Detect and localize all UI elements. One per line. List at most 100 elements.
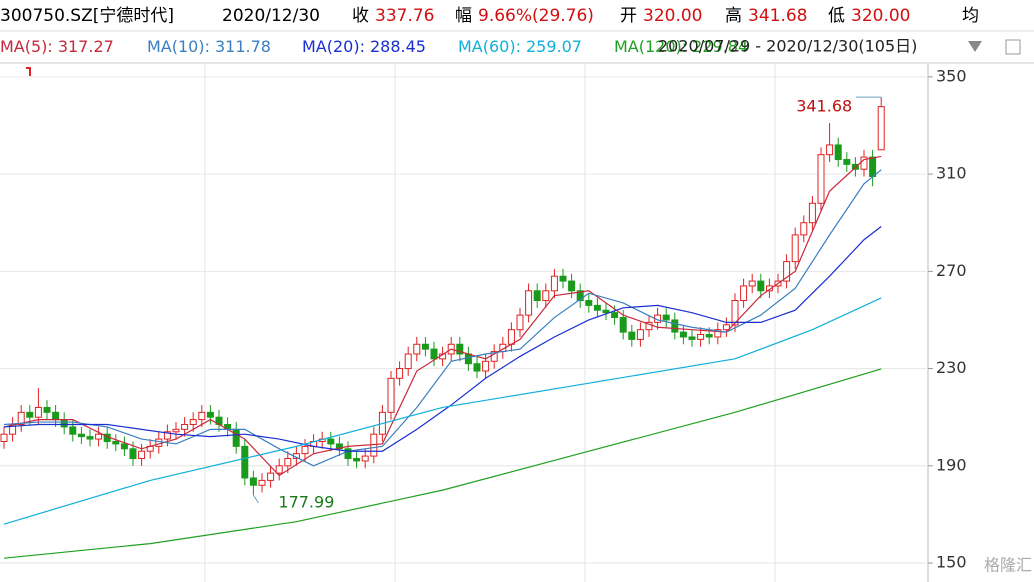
marker: [26, 67, 31, 76]
date-range[interactable]: 2020/07/29 - 2020/12/30(105日): [658, 37, 917, 56]
label: 开: [620, 6, 637, 26]
candle-body: [344, 448, 352, 460]
legend: MA(5): 317.27 MA(10): 311.78 MA(20): 288.45 MA…: [0, 37, 748, 56]
candle-body: [748, 280, 756, 287]
y-tick-label: 350: [936, 66, 967, 85]
legend-entry: MA(60): 259.07: [458, 37, 582, 56]
candle-body: [671, 319, 679, 333]
candle-body: [189, 419, 197, 425]
candle-body: [834, 144, 842, 161]
v-grid: [204, 64, 776, 582]
candle-body: [826, 144, 834, 156]
value: 9.66%(29.76): [478, 6, 594, 26]
candle-body: [17, 411, 25, 425]
value: 341.68: [748, 6, 807, 26]
candle-body: [860, 156, 868, 170]
ma-line: [3, 155, 882, 477]
label: 低: [828, 6, 845, 26]
value: 320.00: [643, 6, 702, 26]
legend-name: MA(120):: [614, 37, 687, 56]
candle-body: [757, 280, 765, 292]
y-tick-label: 230: [936, 358, 967, 377]
legend-value: 288.45: [370, 37, 426, 56]
candle-body: [688, 336, 696, 340]
candle-body: [516, 314, 524, 331]
candle-body: [714, 329, 722, 338]
candle-body: [619, 317, 627, 333]
ma-line: [3, 226, 882, 452]
dropdown-icon[interactable]: [968, 41, 982, 52]
watermark: 格隆汇: [984, 556, 1032, 575]
candle-body: [421, 343, 429, 350]
candle-body: [241, 445, 249, 479]
candle-body: [43, 406, 51, 413]
candle-body: [576, 290, 584, 302]
legend-name: MA(10):: [147, 37, 210, 56]
ma-line: [3, 368, 882, 559]
candle-body: [568, 280, 576, 292]
candle-body: [464, 353, 472, 365]
candle-body: [636, 329, 644, 340]
candle-body: [679, 331, 687, 338]
candle-body: [593, 304, 601, 311]
candle-body: [301, 445, 309, 455]
candle-body: [206, 411, 214, 418]
legend-value: 311.78: [215, 37, 271, 56]
candle-body: [95, 433, 103, 440]
candle-body: [525, 290, 533, 316]
legend-entry: MA(5): 317.27: [0, 37, 114, 56]
legend-name: MA(60):: [458, 37, 521, 56]
candle-body: [740, 285, 748, 302]
candle-body: [404, 353, 412, 370]
candle-body: [86, 436, 94, 440]
candle-body: [60, 419, 68, 428]
annotation-arrow: [252, 494, 259, 504]
candle-body: [697, 334, 705, 340]
settings-icon[interactable]: [1005, 39, 1021, 55]
date: 2020/12/30: [222, 6, 320, 26]
header: 300750.SZ[宁德时代] 2020/12/30 收 337.76 幅 9.…: [0, 6, 979, 26]
candle-body: [628, 331, 636, 340]
candle-body: [585, 300, 593, 306]
stock-code: 300750.SZ[宁德时代]: [0, 6, 174, 26]
y-tick-label: 190: [936, 455, 967, 474]
label: 收: [352, 6, 369, 26]
y-tick-label: 150: [936, 553, 967, 572]
legend-entry: MA(10): 311.78: [147, 37, 271, 56]
candle-body: [232, 428, 240, 447]
candle-body: [550, 275, 558, 292]
candle-body: [800, 222, 808, 236]
candle-body: [808, 202, 816, 224]
legend-name: MA(20):: [302, 37, 365, 56]
candle-body: [722, 324, 730, 331]
candle-body: [26, 411, 34, 418]
candle-body: [783, 261, 791, 282]
annotation: 341.68: [796, 97, 852, 116]
candle-body: [611, 312, 619, 319]
y-tick-label: 310: [936, 164, 967, 183]
legend-value: 317.27: [58, 37, 114, 56]
candle-body: [473, 363, 481, 372]
candle-body: [52, 411, 60, 421]
candle-body: [138, 450, 146, 460]
candle-body: [662, 314, 670, 321]
candle-body: [361, 455, 369, 462]
label: 高: [725, 6, 742, 26]
candle-body: [284, 458, 292, 467]
legend-entry: MA(120): 229.84: [614, 37, 748, 56]
candle-body: [387, 377, 395, 413]
label: 幅: [455, 6, 472, 26]
candle-body: [172, 428, 180, 433]
candle-body: [705, 334, 713, 338]
candle-body: [77, 433, 85, 438]
ma-line: [3, 297, 882, 525]
candle-body: [791, 234, 799, 263]
legend-value: 229.84: [692, 37, 748, 56]
candle-body: [413, 343, 421, 355]
candle-body: [267, 472, 275, 481]
candle-body: [327, 438, 335, 445]
candle-body: [430, 348, 438, 360]
candle-body: [817, 154, 825, 204]
candle-body: [396, 368, 404, 379]
ma-line: [3, 169, 882, 467]
